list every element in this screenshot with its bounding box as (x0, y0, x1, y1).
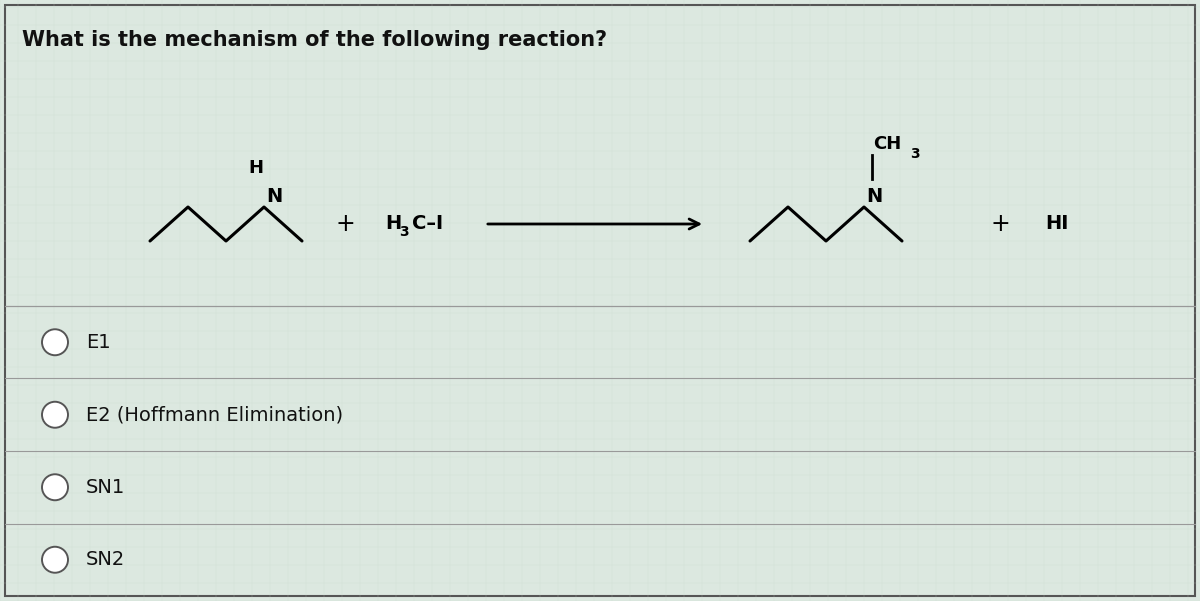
Text: N: N (866, 187, 882, 206)
Text: 3: 3 (398, 225, 409, 239)
Text: What is the mechanism of the following reaction?: What is the mechanism of the following r… (22, 30, 607, 50)
Text: E2 (Hoffmann Elimination): E2 (Hoffmann Elimination) (86, 405, 343, 424)
Text: 3: 3 (910, 147, 919, 161)
Circle shape (42, 474, 68, 500)
Text: C–I: C–I (412, 215, 443, 234)
Circle shape (42, 401, 68, 428)
Circle shape (42, 547, 68, 573)
Text: HI: HI (1045, 215, 1068, 234)
Text: +: + (335, 212, 355, 236)
Text: +: + (990, 212, 1010, 236)
Text: E1: E1 (86, 333, 110, 352)
Circle shape (42, 329, 68, 355)
Text: SN2: SN2 (86, 551, 125, 569)
Text: H: H (248, 159, 264, 177)
Text: SN1: SN1 (86, 478, 125, 497)
Text: CH: CH (874, 135, 901, 153)
Text: N: N (266, 187, 282, 206)
Text: H: H (385, 215, 401, 234)
